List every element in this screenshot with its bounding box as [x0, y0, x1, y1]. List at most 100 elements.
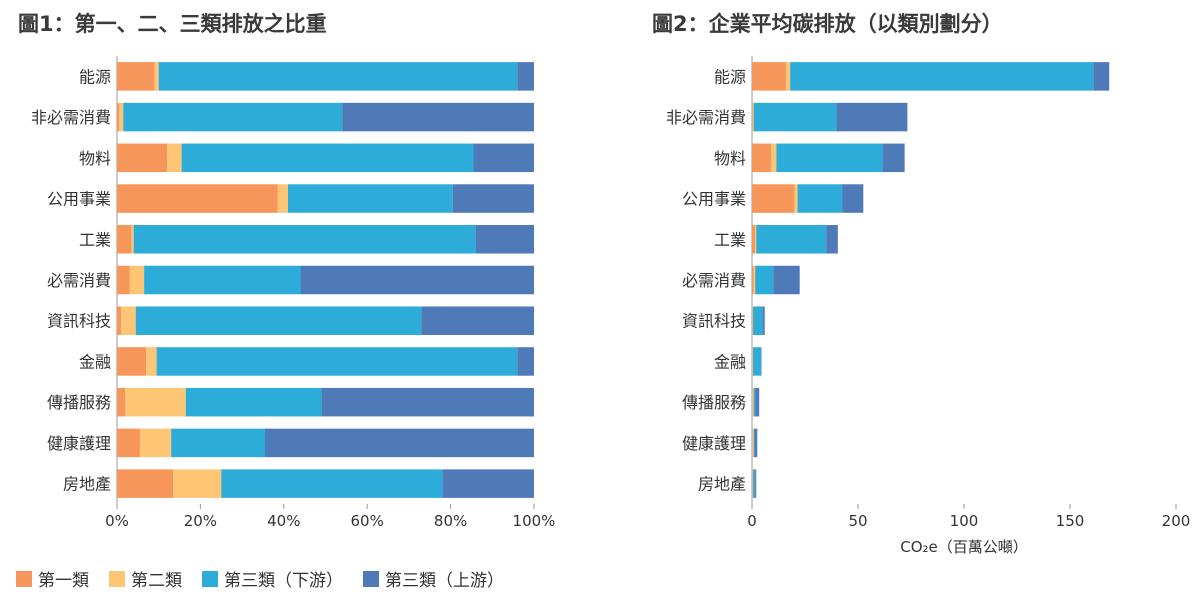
chart1-x-tick-label: 100% [513, 512, 556, 530]
chart2-bar-scope3_down [753, 387, 756, 417]
chart1-bar-scope3_up [452, 184, 534, 213]
chart2-bar-scope1 [752, 265, 754, 295]
chart1-bar-scope1 [117, 306, 122, 335]
chart2-x-tick-label: 200 [1162, 512, 1191, 530]
chart2-bar-scope3_up [836, 102, 908, 132]
chart1-category-label: 必需消費 [47, 271, 111, 290]
chart2-x-tick-label: 0 [747, 512, 757, 530]
chart2-category-label: 健康護理 [682, 434, 746, 453]
chart2-bar-scope3_down [753, 347, 762, 376]
chart1-bar-scope2 [277, 184, 288, 213]
chart2-bar-scope3_up [754, 428, 758, 458]
chart1-bar-scope2 [125, 387, 186, 417]
chart2-category-label: 非必需消費 [666, 108, 746, 127]
legend-label-scope3-down: 第三類（下游） [224, 571, 343, 591]
chart2-x-tick-label: 150 [1056, 512, 1085, 530]
chart2-bar-scope3_up [755, 469, 757, 498]
chart1-bar-scope3_up [421, 306, 534, 335]
chart1-bar-scope1 [117, 347, 147, 376]
chart2-x-tick-label: 100 [950, 512, 979, 530]
chart1-category-label: 金融 [79, 352, 111, 371]
chart1-bar-scope3_up [473, 143, 534, 173]
legend-label-scope3-up: 第三類（上游） [385, 571, 504, 591]
chart2-bar-scope3_up [755, 387, 760, 417]
chart1-bar-scope3_down [156, 347, 518, 376]
chart2-bar-scope2 [794, 184, 798, 213]
chart1-bar-scope3_down [171, 428, 266, 458]
chart2-bar-scope1 [752, 62, 786, 91]
chart2-bar-scope2 [752, 387, 754, 417]
chart1-bar-scope3_up [265, 428, 534, 458]
legend: 第一類 第二類 第三類（下游） 第三類（上游） [16, 566, 504, 591]
legend-swatch-scope1 [16, 570, 32, 587]
chart2-bar-scope2 [752, 469, 754, 498]
chart1-bar-scope3_down [144, 265, 301, 295]
chart2-bar-scope3_down [753, 469, 756, 498]
chart2-category-label: 必需消費 [682, 271, 746, 290]
chart1-bar-scope2 [121, 306, 136, 335]
chart1-bar-scope1 [117, 265, 130, 295]
chart1-category-label: 非必需消費 [31, 108, 111, 127]
legend-item-scope3-down: 第三類（下游） [202, 566, 343, 591]
chart2-bar-scope2 [753, 265, 756, 295]
chart1-bar-scope1 [117, 387, 126, 417]
chart1-bar-scope2 [167, 143, 182, 173]
chart1-bar-scope1 [117, 225, 132, 254]
chart1-title: 圖1：第一、二、三類排放之比重 [18, 12, 327, 36]
chart1-bar-scope3_up [442, 469, 534, 498]
chart1-bar-scope3_up [342, 102, 534, 132]
chart2-bar-scope2 [752, 102, 754, 132]
chart2-bar-scope3_down [753, 306, 763, 335]
chart2-bar-scope3_down [753, 428, 755, 458]
chart2-bar-scope1 [752, 428, 753, 458]
chart1-bar-scope2 [131, 225, 134, 254]
chart1-bar-scope3_down [133, 225, 476, 254]
chart1-bar-scope3_down [123, 102, 343, 132]
chart1-x-tick-label: 20% [184, 512, 217, 530]
chart1-bar-scope1 [117, 102, 120, 132]
chart2-category-label: 物料 [714, 149, 746, 168]
chart1-bar-scope3_up [475, 225, 534, 254]
chart1-category-label: 健康護理 [47, 434, 111, 453]
chart1-bar-scope1 [117, 62, 155, 91]
chart2-category-label: 工業 [714, 230, 746, 249]
chart2-category-label: 公用事業 [682, 190, 746, 209]
chart1-bar-scope3_down [185, 387, 322, 417]
chart1-bar-scope3_up [517, 347, 534, 376]
chart2-bar-scope3_down [753, 102, 837, 132]
chart2-bar-scope1 [752, 347, 753, 376]
chart2-bar-scope3_up [842, 184, 864, 213]
chart1-bar-scope3_up [300, 265, 534, 295]
chart2-category-label: 資訊科技 [682, 312, 746, 331]
chart2-bar-scope2 [755, 225, 757, 254]
chart1-x-tick-label: 80% [434, 512, 467, 530]
chart1-category-label: 工業 [79, 230, 111, 249]
legend-swatch-scope3-down [202, 570, 218, 587]
legend-item-scope3-up: 第三類（上游） [363, 566, 504, 591]
chart1-category-label: 公用事業 [47, 190, 111, 209]
chart1-category-label: 物料 [79, 149, 111, 168]
chart1-bar-scope2 [119, 102, 124, 132]
chart2-bar-scope3_up [882, 143, 905, 173]
chart1-bar-scope2 [146, 347, 157, 376]
chart2-bar-scope3_down [755, 265, 774, 295]
chart2-bar-scope1 [752, 102, 753, 132]
chart2-title: 圖2：企業平均碳排放（以類別劃分） [652, 12, 1003, 36]
chart1-bar-scope3_down [135, 306, 422, 335]
chart1-bar-scope1 [117, 184, 278, 213]
chart2-bar-scope3_down [756, 225, 827, 254]
chart2-bar-scope1 [752, 387, 753, 417]
legend-swatch-scope3-up [363, 570, 379, 587]
chart1-bar-scope3_down [221, 469, 443, 498]
chart1-bar-scope3_up [321, 387, 534, 417]
chart1-bar-scope1 [117, 428, 140, 458]
chart2-bar-scope3_down [776, 143, 883, 173]
legend-item-scope1: 第一類 [16, 566, 89, 591]
chart1-bar-scope3_down [158, 62, 518, 91]
chart2-bar-scope1 [752, 143, 772, 173]
chart2-category-label: 金融 [714, 352, 746, 371]
chart1-category-label: 傳播服務 [47, 393, 111, 412]
chart2-x-axis-label: CO₂e（百萬公噸） [900, 538, 1028, 556]
legend-item-scope2: 第二類 [109, 566, 182, 591]
